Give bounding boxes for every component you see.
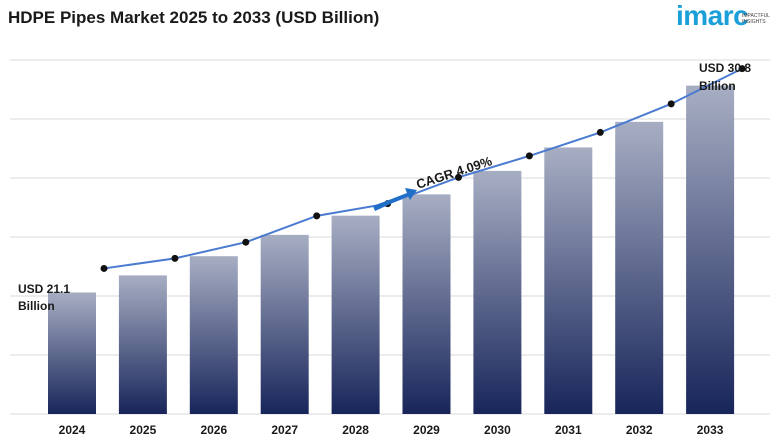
bar-2026 (189, 256, 238, 414)
bar-2033 (686, 85, 735, 414)
bar-2029 (402, 194, 451, 414)
trend-line (103, 67, 743, 270)
logo-wordmark: imarc (676, 0, 749, 31)
x-tick-label: 2029 (413, 423, 440, 437)
bar-2031 (544, 147, 593, 415)
cagr-arrow-icon (373, 188, 417, 211)
trend-marker-2030 (525, 152, 533, 160)
x-tick-label: 2033 (697, 423, 724, 437)
x-tick-label: 2025 (130, 423, 157, 437)
trend-line-layer (100, 65, 746, 272)
trend-marker-2026 (242, 238, 250, 246)
bar-2028 (331, 215, 380, 414)
trend-marker-2025 (171, 254, 179, 262)
x-tick-label: 2030 (484, 423, 511, 437)
bar-2030 (473, 170, 522, 414)
logo-tagline: IMPACTFUL INSIGHTS (742, 13, 770, 25)
end-value-label-line1: USD 30.8 (699, 61, 751, 75)
trend-marker-2029 (455, 173, 462, 181)
trend-marker-2027 (313, 212, 321, 220)
x-tick-label: 2027 (271, 423, 298, 437)
trend-marker-2032 (667, 100, 675, 108)
bar-2027 (260, 234, 309, 414)
trend-marker-2033 (738, 65, 746, 73)
x-tick-label: 2026 (200, 423, 227, 437)
x-tick-label: 2031 (555, 423, 582, 437)
x-tick-label: 2028 (342, 423, 369, 437)
bar-2032 (615, 121, 664, 414)
x-tick-label: 2024 (59, 423, 86, 437)
x-tick-label: 2032 (626, 423, 653, 437)
bar-2025 (118, 275, 167, 414)
bar-2024 (48, 292, 96, 414)
brand-logo: imarc IMPACTFUL INSIGHTS (676, 0, 776, 36)
start-value-label-line2: Billion (18, 299, 55, 313)
trend-marker-2031 (596, 128, 604, 136)
bars (48, 85, 735, 415)
x-axis-ticks: 2024 2025 2026 2027 2028 2029 2030 2031 2032 2033 (59, 423, 724, 437)
end-value-label-line2: Billion (699, 79, 736, 93)
start-value-label-line1: USD 21.1 (18, 282, 70, 296)
trend-marker-2024 (100, 264, 108, 272)
chart-title: HDPE Pipes Market 2025 to 2033 (USD Bill… (8, 8, 380, 27)
